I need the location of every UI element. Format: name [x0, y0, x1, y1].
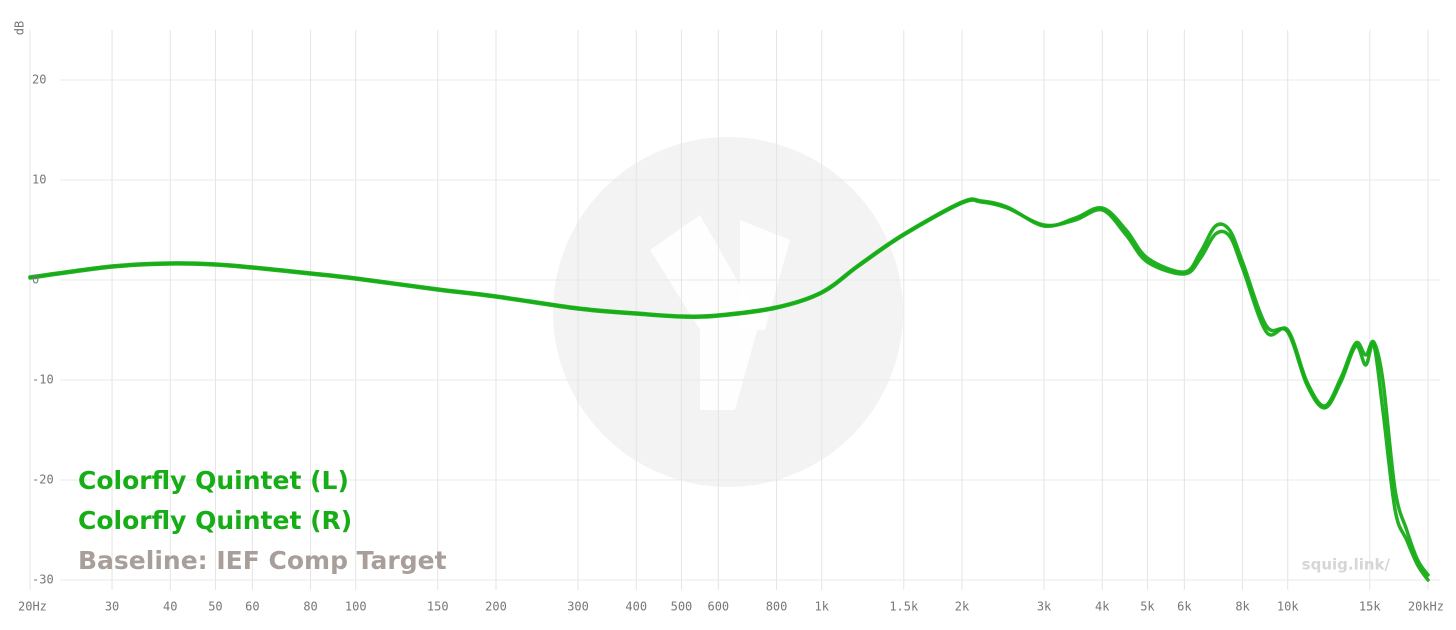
x-tick-label: 200	[485, 600, 507, 614]
y-tick-label: 20	[32, 73, 46, 87]
y-tick-label: -20	[32, 473, 54, 487]
legend-entry: Colorfly Quintet (L)	[78, 466, 349, 495]
lines	[28, 197, 1430, 582]
x-tick-label: 50	[208, 600, 222, 614]
y-tick-label: 10	[32, 173, 46, 187]
watermark-text: squig.link/	[1302, 556, 1391, 574]
x-tick-label: 6k	[1177, 600, 1192, 614]
baseline-label: Baseline: IEF Comp Target	[78, 546, 447, 575]
y-axis-label: dB	[13, 21, 27, 35]
x-tick-label: 10k	[1277, 600, 1299, 614]
series-line	[28, 198, 1430, 577]
x-tick-label: 500	[671, 600, 693, 614]
x-tick-label: 400	[625, 600, 647, 614]
y-tick-label: 0	[32, 273, 39, 287]
x-tick-label: 20kHz	[1408, 600, 1444, 614]
x-tick-label: 40	[163, 600, 177, 614]
x-tick-label: 30	[105, 600, 119, 614]
x-tick-label: 150	[427, 600, 449, 614]
labels: 20Hz 30 40 50 60 80 100 150 200 300 400 500 600 800 1k…	[18, 73, 1444, 614]
x-tick-label: 1.5k	[889, 600, 919, 614]
x-tick-label: 4k	[1095, 600, 1110, 614]
y-tick-label: -10	[32, 373, 54, 387]
x-tick-label: 8k	[1235, 600, 1250, 614]
x-tick-label: 20Hz	[18, 600, 47, 614]
x-tick-label: 100	[345, 600, 367, 614]
x-tick-label: 15k	[1359, 600, 1381, 614]
x-tick-label: 1k	[814, 600, 829, 614]
watermark-logo	[553, 137, 903, 487]
x-tick-label: 300	[567, 600, 589, 614]
x-tick-label: 3k	[1037, 600, 1052, 614]
y-tick-label: -30	[32, 573, 54, 587]
x-tick-label: 800	[766, 600, 788, 614]
x-tick-label: 2k	[955, 600, 970, 614]
x-tick-label: 60	[245, 600, 259, 614]
x-tick-label: 80	[303, 600, 317, 614]
x-tick-label: 5k	[1140, 600, 1155, 614]
x-tick-label: 600	[707, 600, 729, 614]
legend-entry: Colorfly Quintet (R)	[78, 506, 352, 535]
